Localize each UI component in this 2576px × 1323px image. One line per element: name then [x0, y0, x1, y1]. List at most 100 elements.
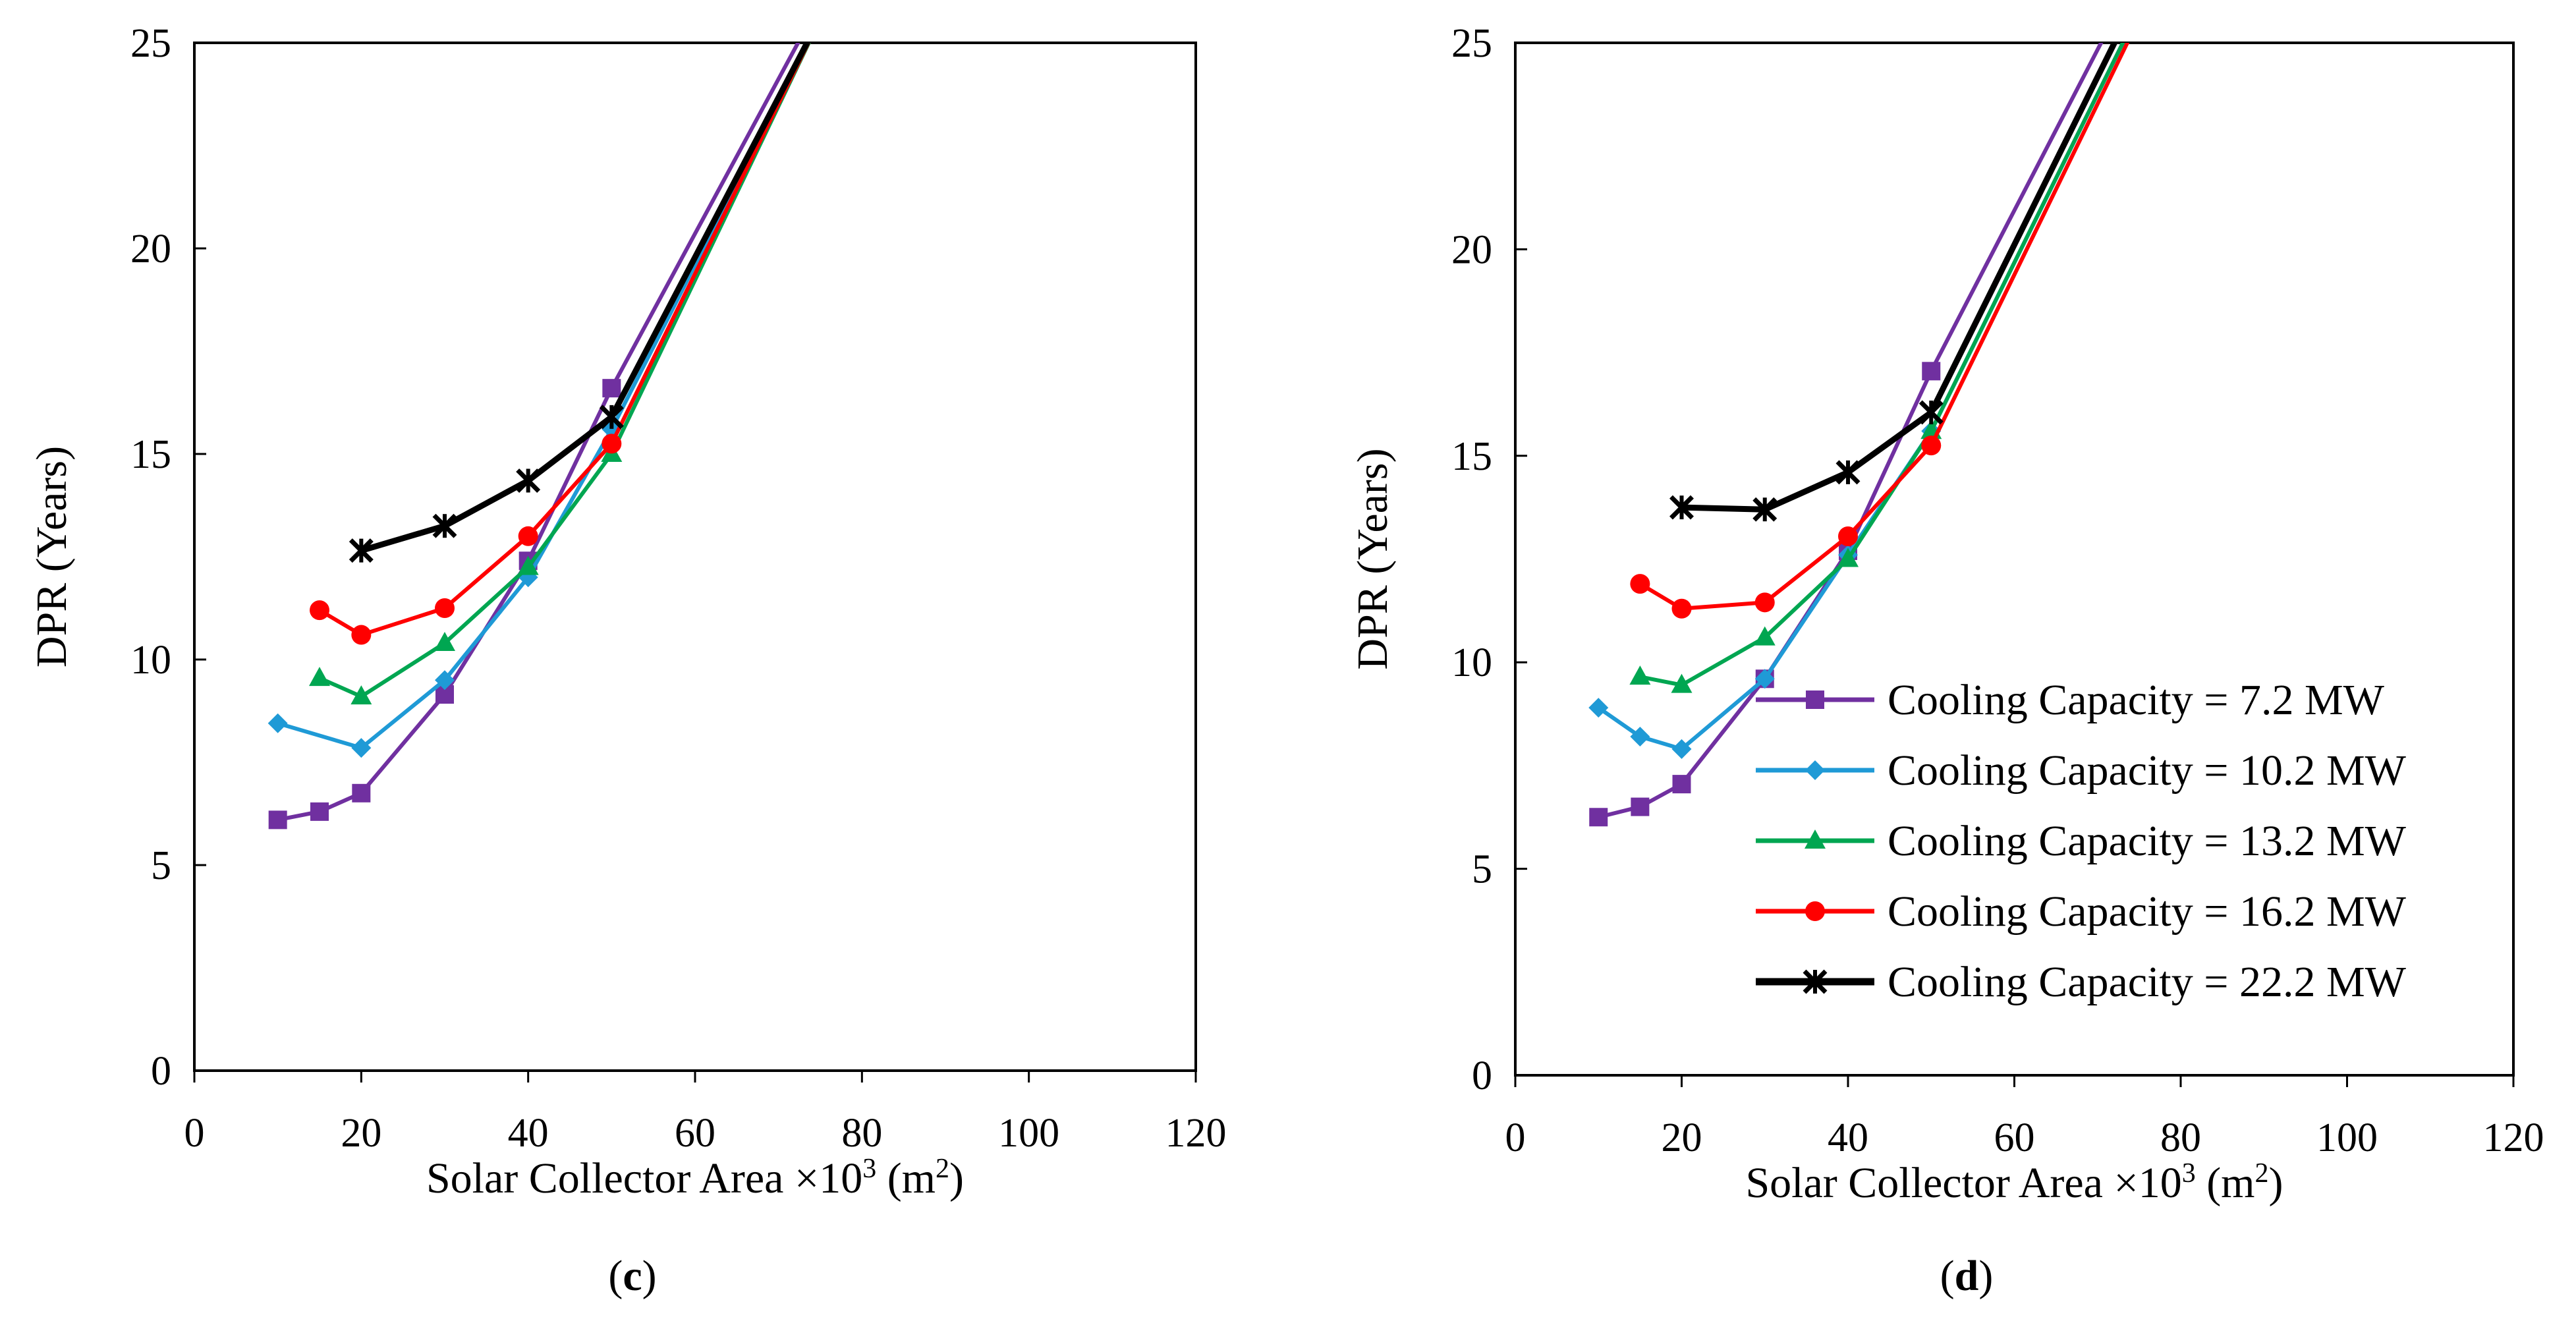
data-point [350, 685, 372, 705]
x-tick-label: 40 [1828, 1115, 1868, 1160]
data-point [1589, 808, 1608, 827]
legend: Cooling Capacity = 7.2 MW Cooling Capacit… [1756, 676, 2407, 1006]
y-tick-label: 5 [151, 843, 171, 888]
x-axis-label-part: (m [2196, 1159, 2255, 1207]
series-0 [268, 43, 800, 830]
legend-marker [1805, 901, 1825, 921]
series-2 [309, 43, 812, 705]
y-axis-label: DPR (Years) [28, 446, 76, 667]
data-point [1835, 460, 1861, 485]
x-tick-label: 0 [1505, 1115, 1526, 1160]
plot-area [267, 43, 812, 830]
y-tick-label: 10 [1451, 640, 1492, 685]
data-point [1754, 592, 1775, 613]
data-point [1588, 698, 1609, 718]
chart-panel-c: 0 5 10 15 20 25 0 20 40 60 80 100 120 DPR (Years) Sola… [28, 21, 1227, 1300]
data-point [1672, 775, 1691, 794]
data-point [1922, 362, 1941, 381]
data-point [1671, 673, 1693, 693]
x-tick-label: 40 [508, 1111, 549, 1156]
data-point [351, 625, 372, 645]
legend-marker [1805, 760, 1825, 780]
x-tick-label: 60 [675, 1111, 715, 1156]
x-tick-label: 100 [998, 1111, 1059, 1156]
legend-item: Cooling Capacity = 7.2 MW [1756, 676, 2385, 724]
data-point [1754, 626, 1776, 646]
series-3 [1630, 43, 2130, 619]
data-point [435, 598, 455, 618]
x-tick-label: 60 [1994, 1115, 2035, 1160]
y-tick-label: 0 [151, 1049, 171, 1094]
data-point [602, 434, 622, 454]
y-tick-label: 20 [130, 227, 171, 271]
y-tick-label: 10 [130, 638, 171, 683]
data-point [1752, 497, 1778, 522]
series-1 [1588, 43, 2125, 759]
legend-marker [1803, 969, 1828, 994]
x-axis-label-sup: 2 [2255, 1158, 2269, 1189]
plot-area [1588, 43, 2130, 827]
panel-label-paren: ) [1978, 1252, 1993, 1300]
data-point [1631, 797, 1650, 816]
x-tick-label: 80 [841, 1111, 882, 1156]
series-line [1597, 43, 2125, 751]
panel-label-letter: d [1955, 1252, 1979, 1300]
data-point [310, 802, 329, 821]
chart-panel-d: 0 5 10 15 20 25 0 20 40 60 80 100 120 DPR (Years) Sola… [1349, 21, 2544, 1300]
legend-label: Cooling Capacity = 10.2 MW [1888, 746, 2407, 795]
data-point [310, 600, 329, 621]
series-line [318, 43, 812, 699]
x-axis-label-part: Solar Collector Area ×10 [426, 1154, 862, 1202]
data-point [1918, 400, 1944, 425]
series-3 [310, 43, 811, 645]
legend-marker [1805, 830, 1826, 849]
series-line [360, 43, 811, 553]
legend-marker [1806, 690, 1824, 709]
y-tick-label: 5 [1472, 847, 1492, 892]
x-tick-label: 80 [2160, 1115, 2201, 1160]
data-point [435, 670, 455, 690]
data-point [599, 405, 624, 430]
data-point [1921, 436, 1942, 456]
x-axis-label: Solar Collector Area ×103 (m2) [1745, 1158, 2283, 1207]
data-point [1837, 548, 1859, 567]
y-tick-label: 25 [1451, 21, 1492, 66]
series-2 [1629, 43, 2125, 693]
panel-label-paren: ) [642, 1252, 657, 1300]
x-tick-label: 100 [2316, 1115, 2378, 1160]
legend-item: Cooling Capacity = 13.2 MW [1756, 817, 2407, 865]
x-axis-label-part: Solar Collector Area ×10 [1745, 1159, 2181, 1207]
legend-label: Cooling Capacity = 22.2 MW [1888, 958, 2407, 1006]
y-tick-label: 0 [1472, 1054, 1492, 1098]
data-point [1630, 574, 1650, 594]
data-point [351, 738, 372, 758]
data-point [1671, 739, 1692, 759]
y-tick-label: 25 [130, 21, 171, 66]
legend-item: Cooling Capacity = 22.2 MW [1756, 958, 2407, 1006]
legend-label: Cooling Capacity = 13.2 MW [1888, 817, 2407, 865]
series-line [277, 43, 810, 750]
data-point [352, 783, 371, 802]
y-axis-label: DPR (Years) [1349, 448, 1397, 669]
x-tick-label: 0 [184, 1111, 205, 1156]
data-point [1754, 669, 1775, 689]
panel-label: (d) [1940, 1252, 1994, 1300]
series-line [1639, 43, 2125, 687]
x-axis-label-sup: 3 [862, 1154, 876, 1184]
data-point [1630, 727, 1650, 747]
data-point [268, 810, 287, 830]
series-4 [349, 43, 811, 563]
x-tick-label: 20 [1662, 1115, 1702, 1160]
panel-label: (c) [608, 1252, 656, 1300]
data-point [1629, 665, 1651, 685]
legend-item: Cooling Capacity = 16.2 MW [1756, 887, 2407, 936]
data-point [516, 468, 541, 493]
x-axis-label: Solar Collector Area ×103 (m2) [426, 1154, 964, 1202]
data-point [1838, 526, 1858, 547]
series-1 [267, 43, 810, 758]
plot-frame [193, 42, 1197, 1072]
x-tick-label: 20 [341, 1111, 381, 1156]
data-point [1669, 495, 1694, 520]
data-point [267, 713, 288, 733]
